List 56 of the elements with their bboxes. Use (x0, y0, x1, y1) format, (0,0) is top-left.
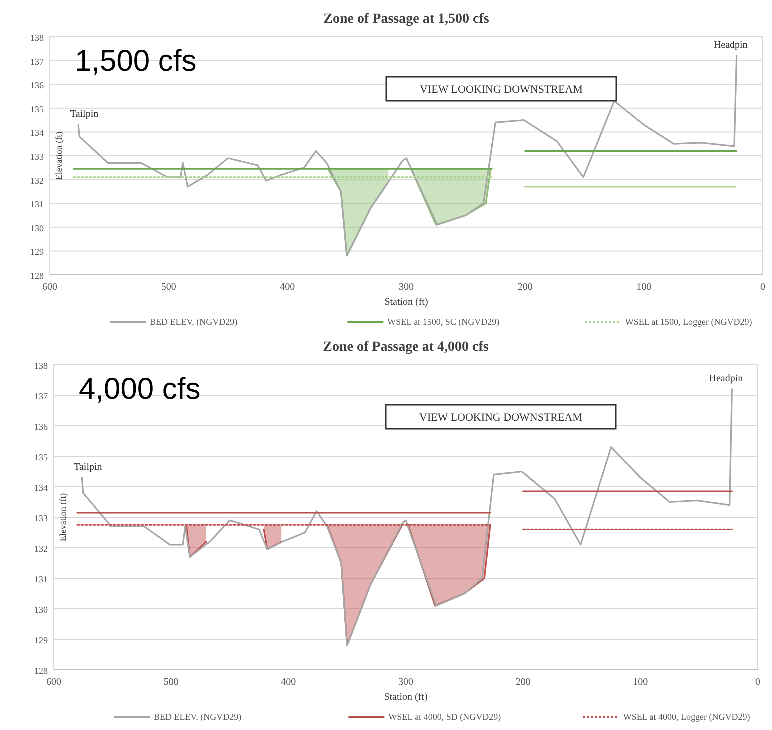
x-tick-label: 500 (161, 282, 176, 293)
x-tick-label: 500 (164, 677, 179, 688)
y-tick-label: 135 (34, 452, 48, 462)
y-tick-label: 132 (34, 544, 48, 554)
y-tick-label: 133 (34, 514, 48, 524)
chart-title: Zone of Passage at 4,000 cfs (323, 340, 490, 355)
legend-label: WSEL at 1500, SC (NGVD29) (388, 317, 500, 327)
x-tick-label: 600 (46, 677, 62, 688)
y-tick-label: 128 (34, 666, 48, 676)
y-tick-label: 130 (30, 223, 44, 234)
x-axis-title: Station (ft) (384, 297, 428, 308)
annotation: 4,000 cfs (79, 373, 201, 406)
x-tick-label: 600 (42, 282, 58, 293)
y-tick-label: 134 (34, 483, 48, 493)
annotation: Tailpin (70, 109, 99, 120)
annotation: Tailpin (74, 462, 102, 473)
y-tick-label: 129 (30, 247, 44, 258)
y-axis-title: Elevation (ft) (58, 493, 68, 542)
x-tick-label: 300 (398, 677, 414, 688)
y-tick-label: 128 (30, 271, 44, 281)
y-tick-label: 136 (30, 80, 44, 91)
x-tick-label: 400 (280, 282, 296, 293)
annotation: VIEW LOOKING DOWNSTREAM (420, 412, 583, 424)
y-tick-label: 131 (34, 574, 48, 584)
y-tick-label: 132 (30, 176, 44, 186)
x-axis-title: Station (ft) (384, 692, 428, 703)
y-tick-label: 138 (34, 361, 48, 371)
legend-label: WSEL at 1500, Logger (NGVD29) (625, 317, 752, 327)
y-tick-label: 133 (30, 152, 44, 162)
y-axis-title: Elevation (ft) (54, 132, 64, 180)
legend-label: WSEL at 4000, SD (NGVD29) (388, 712, 502, 722)
x-tick-label: 100 (633, 677, 648, 688)
legend-label: WSEL at 4000, Logger (NGVD29) (623, 712, 750, 722)
x-tick-label: 0 (760, 282, 766, 293)
y-tick-label: 130 (34, 605, 48, 615)
x-tick-label: 200 (516, 677, 531, 688)
x-tick-label: 400 (281, 677, 296, 688)
annotation: VIEW LOOKING DOWNSTREAM (420, 84, 584, 96)
y-tick-label: 131 (30, 200, 44, 210)
y-tick-label: 129 (34, 636, 48, 646)
annotation: 1,500 cfs (75, 45, 197, 78)
legend-label: BED ELEV. (NGVD29) (150, 317, 238, 327)
x-tick-label: 100 (636, 282, 652, 293)
x-tick-label: 300 (399, 282, 414, 293)
y-tick-label: 134 (30, 128, 44, 138)
annotation: Headpin (709, 373, 744, 384)
y-tick-label: 136 (34, 422, 48, 432)
y-tick-label: 138 (30, 33, 44, 43)
x-tick-label: 0 (756, 677, 760, 688)
x-tick-label: 200 (518, 282, 533, 293)
y-tick-label: 137 (34, 392, 48, 402)
y-tick-label: 137 (30, 56, 44, 67)
chart-title: Zone of Passage at 1,500 cfs (324, 12, 490, 27)
annotation: Headpin (714, 40, 748, 52)
y-tick-label: 135 (30, 104, 44, 114)
legend-label: BED ELEV. (NGVD29) (154, 712, 242, 722)
